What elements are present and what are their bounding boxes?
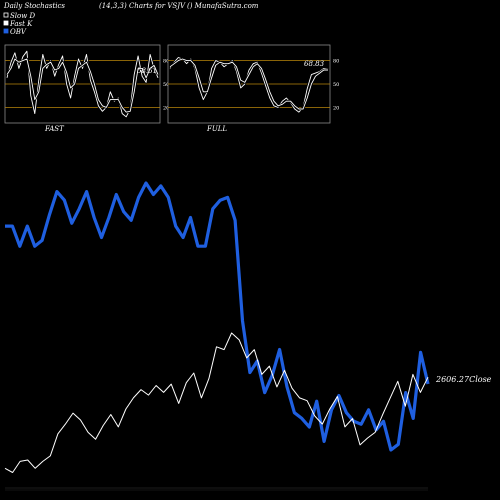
full-panel-label: FULL [206,125,227,133]
fast-last-value: 58.61 [137,67,157,75]
fast-slow-d-line [6,58,159,113]
volume-strip [5,487,428,491]
legend-swatch-slow-d [3,12,9,18]
main-chart: 2606.27Close [4,181,492,491]
chart-params: (14,3,3) Charts for VSJV [99,2,186,10]
legend-label-fast-k: Fast K [9,20,33,28]
fast-tick-label: 20 [163,105,169,111]
fast-tick-label: 80 [163,59,169,65]
legend-swatch-obv [3,28,9,34]
full-tick-label: 80 [333,59,339,65]
fast-fast-k-line [6,50,159,118]
fast-stochastic-panel: 80 50 20 58.61 FAST [4,44,169,133]
price-line [4,332,429,473]
legend-label-obv: OBV [10,28,27,36]
chart-title: Daily Stochastics [3,2,65,10]
fast-panel-label: FAST [44,125,65,133]
legend-label-slow-d: Slow D [10,12,35,20]
obv-line [5,181,430,452]
full-slow-d-line [169,58,328,110]
full-tick-label: 50 [333,82,339,88]
full-last-value: 68.83 [304,60,325,68]
fast-tick-label: 50 [163,82,169,88]
legend-swatch-fast-k [3,20,9,26]
close-label: 2606.27Close [435,375,492,384]
full-tick-label: 20 [333,105,339,111]
full-stochastic-panel: 80 50 20 68.83 FULL [167,44,339,133]
chart-source: () MunafaSutra.com [187,2,259,10]
legend: Slow D Fast K OBV [3,12,35,36]
